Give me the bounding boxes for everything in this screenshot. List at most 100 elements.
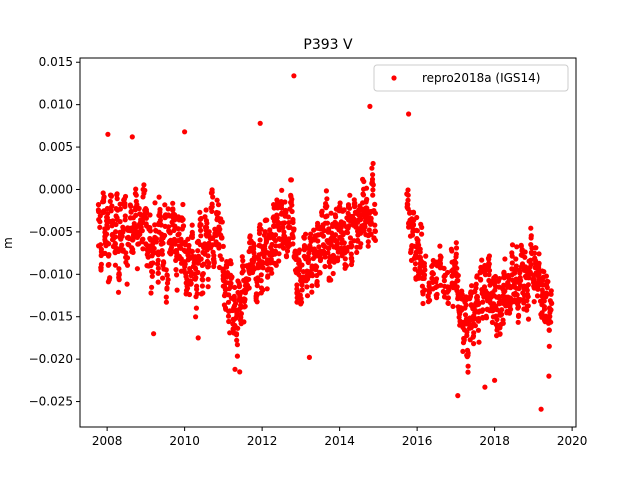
chart-title: P393 V	[303, 37, 353, 53]
data-point	[499, 307, 505, 313]
data-point	[150, 260, 156, 266]
data-point	[123, 255, 129, 261]
data-point	[280, 241, 286, 247]
data-point	[216, 242, 222, 248]
data-point	[354, 249, 360, 255]
data-point	[188, 281, 194, 287]
data-point	[235, 325, 241, 331]
data-point	[157, 217, 163, 223]
data-point	[315, 220, 321, 226]
data-point	[106, 241, 112, 247]
data-point	[133, 212, 139, 218]
data-point	[522, 264, 529, 270]
data-point	[270, 215, 276, 221]
data-point	[209, 189, 215, 195]
data-point	[173, 248, 179, 254]
data-point	[415, 269, 421, 275]
data-point	[194, 291, 200, 297]
data-point	[334, 238, 340, 244]
data-point	[342, 256, 348, 262]
data-point	[272, 232, 279, 238]
data-point	[155, 270, 161, 276]
data-point	[454, 284, 460, 290]
data-point	[165, 277, 171, 283]
data-point	[220, 243, 226, 249]
data-point	[409, 232, 416, 238]
data-point	[112, 262, 118, 268]
data-point	[241, 304, 247, 310]
data-point	[197, 209, 203, 215]
data-point	[369, 165, 375, 171]
data-point	[429, 275, 435, 281]
data-point	[441, 278, 447, 284]
data-point	[420, 300, 426, 307]
data-point	[170, 206, 176, 213]
data-point	[258, 285, 265, 291]
data-point	[254, 291, 260, 297]
data-point	[202, 214, 208, 220]
data-point	[291, 254, 297, 260]
data-point	[486, 264, 492, 270]
data-point	[368, 231, 374, 237]
data-point	[414, 236, 420, 242]
data-point	[155, 265, 161, 271]
data-point	[198, 256, 204, 262]
data-point	[258, 290, 264, 296]
data-point	[189, 249, 195, 255]
data-point	[368, 215, 374, 221]
data-point	[548, 307, 554, 313]
data-point	[210, 194, 216, 200]
data-point	[125, 241, 131, 247]
data-point	[449, 248, 455, 254]
data-point	[333, 214, 339, 220]
data-point	[471, 341, 477, 347]
data-point	[136, 205, 142, 212]
data-point	[472, 323, 478, 329]
data-point	[121, 202, 128, 209]
data-point	[234, 312, 240, 318]
data-point	[282, 210, 288, 216]
data-point	[414, 214, 420, 221]
data-point	[315, 238, 321, 244]
data-point	[314, 278, 320, 285]
y-tick-label: −0.015	[29, 310, 73, 324]
data-point	[155, 279, 161, 285]
data-point	[262, 229, 268, 235]
data-point	[240, 258, 246, 264]
data-point	[524, 291, 531, 297]
data-point	[549, 300, 555, 306]
data-point	[119, 233, 125, 239]
data-point	[301, 234, 307, 240]
x-tick-label: 2020	[557, 434, 588, 448]
data-point	[522, 254, 528, 260]
data-point	[475, 318, 482, 324]
data-point	[286, 224, 292, 231]
data-point	[274, 201, 280, 207]
data-point	[299, 287, 305, 293]
data-point	[326, 226, 332, 232]
data-point	[117, 219, 123, 225]
data-point	[470, 334, 476, 340]
data-point	[482, 268, 488, 274]
data-point	[200, 290, 206, 296]
data-point	[160, 275, 166, 281]
data-point	[453, 254, 459, 260]
data-point	[180, 216, 186, 223]
data-point	[460, 324, 466, 330]
data-point	[203, 207, 209, 213]
data-point	[525, 316, 532, 322]
data-point	[139, 237, 145, 243]
data-point	[420, 291, 426, 297]
data-point	[367, 221, 374, 227]
data-point	[104, 225, 111, 231]
data-point	[285, 214, 291, 220]
data-point	[528, 261, 534, 267]
data-point	[188, 269, 194, 275]
data-point	[408, 247, 414, 253]
data-point	[462, 312, 469, 318]
data-point	[219, 256, 225, 262]
x-tick-label: 2008	[92, 434, 123, 448]
data-point	[344, 248, 350, 254]
data-point	[543, 273, 550, 279]
